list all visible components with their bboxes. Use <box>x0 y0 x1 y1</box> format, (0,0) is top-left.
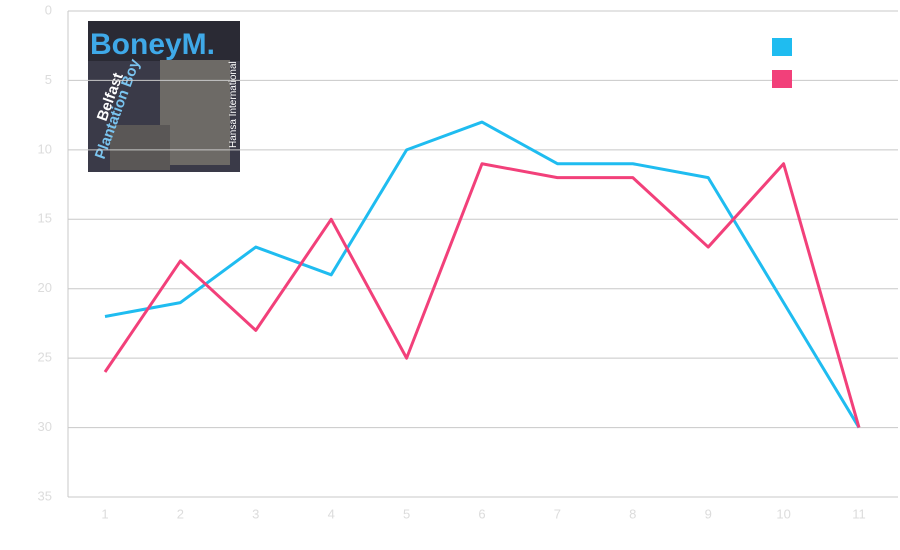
cover-photo <box>160 60 230 165</box>
x-tick-label: 2 <box>177 506 184 521</box>
album-cover: BoneyM. Belfast Plantation Boy Hansa Int… <box>88 21 240 172</box>
legend-swatch <box>772 38 792 56</box>
cover-band <box>88 21 240 61</box>
x-tick-label: 9 <box>705 506 712 521</box>
y-tick-label: 20 <box>38 280 52 295</box>
x-tick-label: 7 <box>554 506 561 521</box>
y-tick-label: 25 <box>38 350 52 365</box>
x-tick-label: 3 <box>252 506 259 521</box>
y-tick-label: 35 <box>38 488 52 503</box>
cover-photo <box>110 125 170 170</box>
x-tick-label: 4 <box>328 506 335 521</box>
y-tick-label: 30 <box>38 419 52 434</box>
x-tick-label: 1 <box>101 506 108 521</box>
x-tick-label: 5 <box>403 506 410 521</box>
cover-band-name: BoneyM. <box>90 28 215 61</box>
x-tick-label: 8 <box>629 506 636 521</box>
legend-swatch <box>772 70 792 88</box>
y-tick-label: 10 <box>38 141 52 156</box>
y-tick-label: 5 <box>45 72 52 87</box>
y-tick-label: 15 <box>38 211 52 226</box>
cover-label: Hansa International <box>228 61 239 148</box>
x-tick-label: 6 <box>478 506 485 521</box>
x-tick-label: 11 <box>852 506 866 521</box>
y-tick-label: 0 <box>45 2 52 17</box>
x-tick-label: 10 <box>776 506 790 521</box>
data-line <box>103 162 861 428</box>
